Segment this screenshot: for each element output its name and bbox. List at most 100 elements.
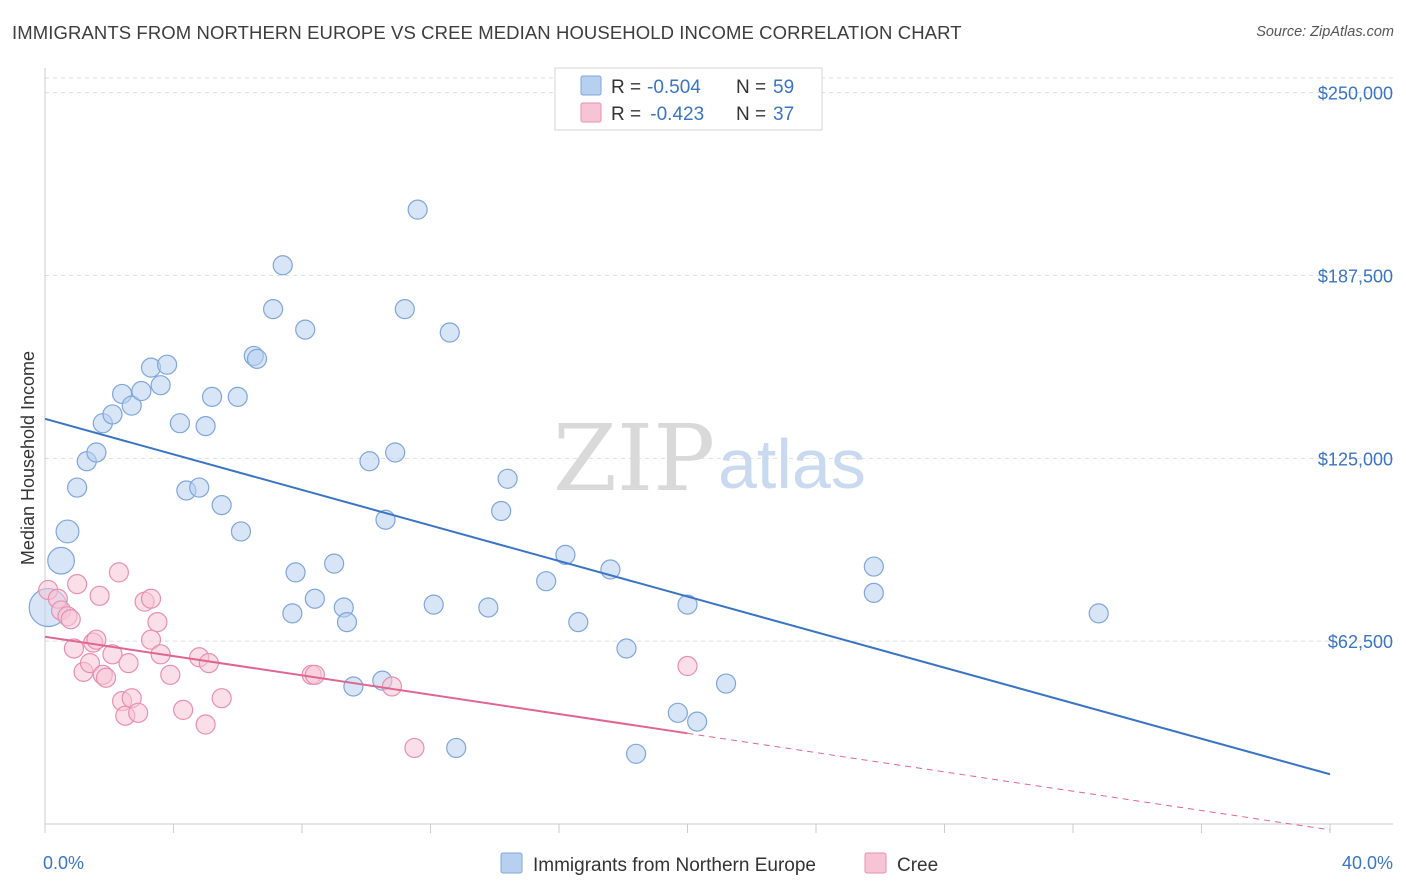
point-northern-europe-16 xyxy=(189,477,210,498)
point-cree-8 xyxy=(79,652,101,674)
point-northern-europe-13 xyxy=(156,354,178,375)
point-cree-13 xyxy=(95,667,117,688)
legend-swatch-blue xyxy=(580,75,602,96)
point-cree-29 xyxy=(195,714,216,735)
point-northern-europe-2 xyxy=(55,519,80,544)
point-northern-europe-10 xyxy=(131,380,152,402)
legend-r-label-blue: R = xyxy=(611,77,641,98)
point-northern-europe-19 xyxy=(211,495,232,516)
point-northern-europe-51 xyxy=(625,743,647,764)
point-northern-europe-53 xyxy=(677,594,698,615)
point-northern-europe-30 xyxy=(324,553,345,574)
watermark-zip: ZIP xyxy=(553,405,715,512)
point-northern-europe-34 xyxy=(359,451,380,472)
source-label: Source: ZipAtlas.com xyxy=(1256,24,1394,40)
chart-title: IMMIGRANTS FROM NORTHERN EUROPE VS CREE … xyxy=(12,22,962,43)
point-northern-europe-20 xyxy=(227,386,248,407)
point-northern-europe-55 xyxy=(715,673,737,694)
point-northern-europe-32 xyxy=(336,612,358,633)
point-northern-europe-41 xyxy=(439,322,460,343)
point-cree-24 xyxy=(147,612,168,633)
point-cree-18 xyxy=(118,652,139,674)
point-northern-europe-23 xyxy=(246,348,268,369)
point-northern-europe-1 xyxy=(47,546,75,575)
axes xyxy=(44,68,1393,833)
point-cree-5 xyxy=(63,638,85,659)
point-cree-26 xyxy=(160,664,181,685)
x-tick-label-0: 0.0% xyxy=(43,853,84,873)
trend-line-cree-extension xyxy=(687,732,1331,831)
watermark-atlas: atlas xyxy=(718,425,866,503)
point-cree-14 xyxy=(102,644,123,665)
point-northern-europe-5 xyxy=(86,442,107,463)
legend-bottom-label-pink: Cree xyxy=(897,855,938,876)
point-northern-europe-26 xyxy=(282,603,303,624)
point-northern-europe-44 xyxy=(491,500,512,522)
point-northern-europe-28 xyxy=(295,319,316,340)
legend-bottom-label-blue: Immigrants from Northern Europe xyxy=(533,855,816,876)
legend-n-label-blue: N = xyxy=(736,77,766,98)
point-northern-europe-3 xyxy=(67,477,88,498)
point-northern-europe-50 xyxy=(616,638,637,659)
y-tick-label-1: $125,000 xyxy=(1318,449,1393,469)
point-northern-europe-48 xyxy=(568,612,589,633)
tick-labels: $62,500 $125,000 $187,500 $250,000 0.0% 40.0% xyxy=(43,84,1393,873)
point-northern-europe-9 xyxy=(121,395,142,416)
point-northern-europe-12 xyxy=(150,375,171,396)
point-northern-europe-47 xyxy=(555,544,576,565)
point-northern-europe-29 xyxy=(304,588,325,609)
y-tick-label-0: $62,500 xyxy=(1328,632,1393,652)
legend-top: R = -0.504 N = 59 R = -0.423 N = 37 xyxy=(554,67,823,131)
point-northern-europe-17 xyxy=(195,416,216,437)
point-northern-europe-42 xyxy=(446,737,467,759)
point-cree-23 xyxy=(140,588,162,609)
point-cree-22 xyxy=(140,629,162,650)
point-northern-europe-25 xyxy=(272,255,293,276)
point-cree-31 xyxy=(211,688,232,709)
point-northern-europe-46 xyxy=(536,571,557,592)
point-northern-europe-21 xyxy=(230,521,252,542)
point-cree-6 xyxy=(67,574,88,595)
point-northern-europe-45 xyxy=(497,468,518,489)
point-cree-34 xyxy=(381,676,403,697)
y-tick-label-3: $250,000 xyxy=(1318,84,1393,104)
point-northern-europe-52 xyxy=(667,702,688,723)
point-northern-europe-38 xyxy=(394,299,415,320)
point-northern-europe-24 xyxy=(262,299,284,320)
trend-line-northern-europe xyxy=(44,417,1331,776)
point-northern-europe-33 xyxy=(343,676,364,697)
point-cree-33 xyxy=(304,664,325,685)
point-northern-europe-56 xyxy=(863,582,884,603)
point-cree-4 xyxy=(60,609,81,630)
point-northern-europe-40 xyxy=(423,594,444,615)
point-northern-europe-7 xyxy=(102,404,123,425)
point-cree-11 xyxy=(89,585,110,606)
point-cree-35 xyxy=(404,737,425,759)
y-tick-label-2: $187,500 xyxy=(1318,266,1393,286)
point-cree-15 xyxy=(108,562,129,583)
legend-bottom-swatch-blue xyxy=(500,852,523,874)
point-cree-27 xyxy=(173,699,194,721)
legend-bottom: Immigrants from Northern Europe Cree xyxy=(500,852,938,876)
point-northern-europe-57 xyxy=(863,556,884,577)
legend-swatch-pink xyxy=(580,102,602,123)
trend-line-cree xyxy=(44,635,688,735)
legend-r-value-pink: -0.423 xyxy=(645,104,704,125)
legend-n-value-blue: 59 xyxy=(773,77,794,98)
point-northern-europe-43 xyxy=(478,597,499,618)
legend-r-value-blue: -0.504 xyxy=(647,77,701,98)
watermark: ZIP atlas xyxy=(553,405,866,512)
legend-r-label-pink: R = xyxy=(611,104,641,125)
x-tick-label-1: 40.0% xyxy=(1342,853,1393,873)
point-northern-europe-37 xyxy=(385,442,406,463)
point-northern-europe-58 xyxy=(1088,603,1109,624)
data-points xyxy=(28,199,1109,764)
legend-bottom-swatch-pink xyxy=(864,852,887,874)
point-northern-europe-18 xyxy=(201,386,223,407)
legend-n-label-pink: N = xyxy=(736,104,766,125)
point-cree-20 xyxy=(128,702,149,723)
y-axis-label: Median Household Income xyxy=(18,351,38,565)
point-northern-europe-39 xyxy=(407,199,428,220)
point-northern-europe-14 xyxy=(169,413,191,434)
point-northern-europe-27 xyxy=(285,562,306,583)
